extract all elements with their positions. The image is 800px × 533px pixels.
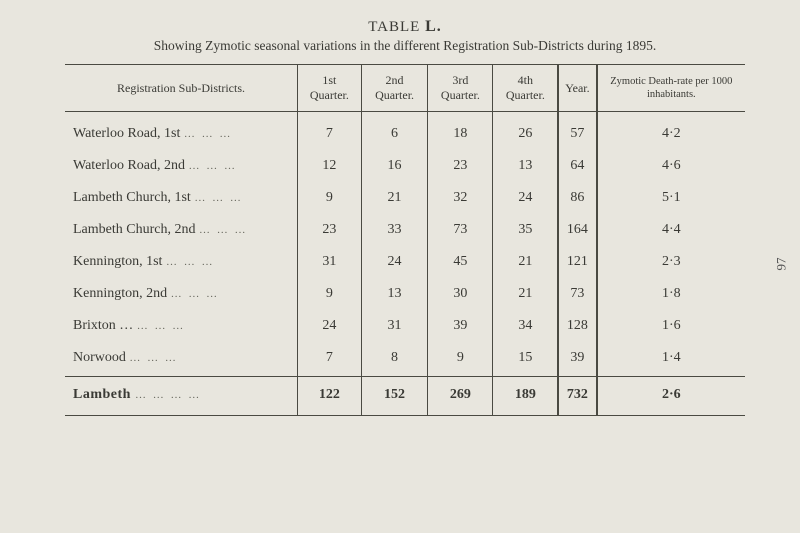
row-label: Waterloo Road, 1st … … … — [65, 112, 298, 151]
cell-q2: 13 — [361, 278, 428, 310]
cell-year: 64 — [558, 150, 596, 182]
cell-q1: 12 — [298, 150, 362, 182]
total-rate: 2·6 — [597, 377, 745, 416]
cell-q3: 30 — [428, 278, 493, 310]
row-label: Lambeth Church, 2nd … … … — [65, 214, 298, 246]
table-header: Registration Sub-Districts. 1st Quarter.… — [65, 65, 745, 112]
cell-rate: 2·3 — [597, 246, 745, 278]
table-row: Kennington, 2nd … … …9133021731·8 — [65, 278, 745, 310]
cell-q3: 23 — [428, 150, 493, 182]
table-row: Brixton … … … …243139341281·6 — [65, 310, 745, 342]
cell-q2: 33 — [361, 214, 428, 246]
cell-q2: 21 — [361, 182, 428, 214]
cell-q1: 7 — [298, 342, 362, 377]
cell-year: 39 — [558, 342, 596, 377]
cell-rate: 4·4 — [597, 214, 745, 246]
table-row: Waterloo Road, 2nd … … …12162313644·6 — [65, 150, 745, 182]
table-row: Norwood … … …78915391·4 — [65, 342, 745, 377]
cell-year: 164 — [558, 214, 596, 246]
row-label: Kennington, 1st … … … — [65, 246, 298, 278]
title-prefix: TABLE — [368, 19, 420, 35]
header-rate: Zymotic Death-rate per 1000 inhabitants. — [597, 65, 745, 112]
cell-q3: 73 — [428, 214, 493, 246]
header-q3: 3rd Quarter. — [428, 65, 493, 112]
header-q4: 4th Quarter. — [493, 65, 558, 112]
cell-year: 73 — [558, 278, 596, 310]
row-label: Brixton … … … … — [65, 310, 298, 342]
table-row: Kennington, 1st … … …312445211212·3 — [65, 246, 745, 278]
cell-q2: 8 — [361, 342, 428, 377]
cell-rate: 1·6 — [597, 310, 745, 342]
table-subtitle: Showing Zymotic seasonal variations in t… — [50, 38, 760, 54]
total-label: Lambeth … … … … — [65, 377, 298, 416]
cell-q3: 9 — [428, 342, 493, 377]
cell-q1: 31 — [298, 246, 362, 278]
table-body: Waterloo Road, 1st … … …761826574·2Water… — [65, 112, 745, 416]
cell-q2: 24 — [361, 246, 428, 278]
row-label: Lambeth Church, 1st … … … — [65, 182, 298, 214]
cell-rate: 1·8 — [597, 278, 745, 310]
cell-q4: 26 — [493, 112, 558, 151]
cell-q2: 31 — [361, 310, 428, 342]
header-q1: 1st Quarter. — [298, 65, 362, 112]
header-district: Registration Sub-Districts. — [65, 65, 298, 112]
total-q4: 189 — [493, 377, 558, 416]
cell-rate: 5·1 — [597, 182, 745, 214]
cell-rate: 4·6 — [597, 150, 745, 182]
cell-q4: 35 — [493, 214, 558, 246]
row-label: Norwood … … … — [65, 342, 298, 377]
cell-year: 57 — [558, 112, 596, 151]
cell-q1: 9 — [298, 278, 362, 310]
document-page: 97 TABLE L. Showing Zymotic seasonal var… — [0, 0, 800, 533]
header-q2: 2nd Quarter. — [361, 65, 428, 112]
page-number-side: 97 — [774, 257, 790, 270]
table-row: Lambeth Church, 2nd … … …233373351644·4 — [65, 214, 745, 246]
cell-q3: 32 — [428, 182, 493, 214]
cell-q4: 15 — [493, 342, 558, 377]
cell-q4: 21 — [493, 246, 558, 278]
total-q3: 269 — [428, 377, 493, 416]
title-letter: L. — [425, 18, 442, 35]
cell-year: 128 — [558, 310, 596, 342]
cell-q4: 13 — [493, 150, 558, 182]
table-title: TABLE L. — [50, 18, 760, 36]
cell-q1: 24 — [298, 310, 362, 342]
cell-year: 86 — [558, 182, 596, 214]
cell-q3: 39 — [428, 310, 493, 342]
zymotic-table: Registration Sub-Districts. 1st Quarter.… — [65, 64, 745, 416]
row-label: Waterloo Road, 2nd … … … — [65, 150, 298, 182]
header-year: Year. — [558, 65, 596, 112]
cell-q2: 16 — [361, 150, 428, 182]
table-row: Waterloo Road, 1st … … …761826574·2 — [65, 112, 745, 151]
total-q2: 152 — [361, 377, 428, 416]
cell-q2: 6 — [361, 112, 428, 151]
total-year: 732 — [558, 377, 596, 416]
cell-q1: 7 — [298, 112, 362, 151]
cell-q4: 21 — [493, 278, 558, 310]
row-label: Kennington, 2nd … … … — [65, 278, 298, 310]
total-q1: 122 — [298, 377, 362, 416]
table-row: Lambeth Church, 1st … … …9213224865·1 — [65, 182, 745, 214]
cell-q4: 34 — [493, 310, 558, 342]
cell-q1: 9 — [298, 182, 362, 214]
cell-q1: 23 — [298, 214, 362, 246]
cell-year: 121 — [558, 246, 596, 278]
cell-rate: 1·4 — [597, 342, 745, 377]
cell-q4: 24 — [493, 182, 558, 214]
cell-q3: 45 — [428, 246, 493, 278]
cell-rate: 4·2 — [597, 112, 745, 151]
table-total-row: Lambeth … … … …1221522691897322·6 — [65, 377, 745, 416]
cell-q3: 18 — [428, 112, 493, 151]
